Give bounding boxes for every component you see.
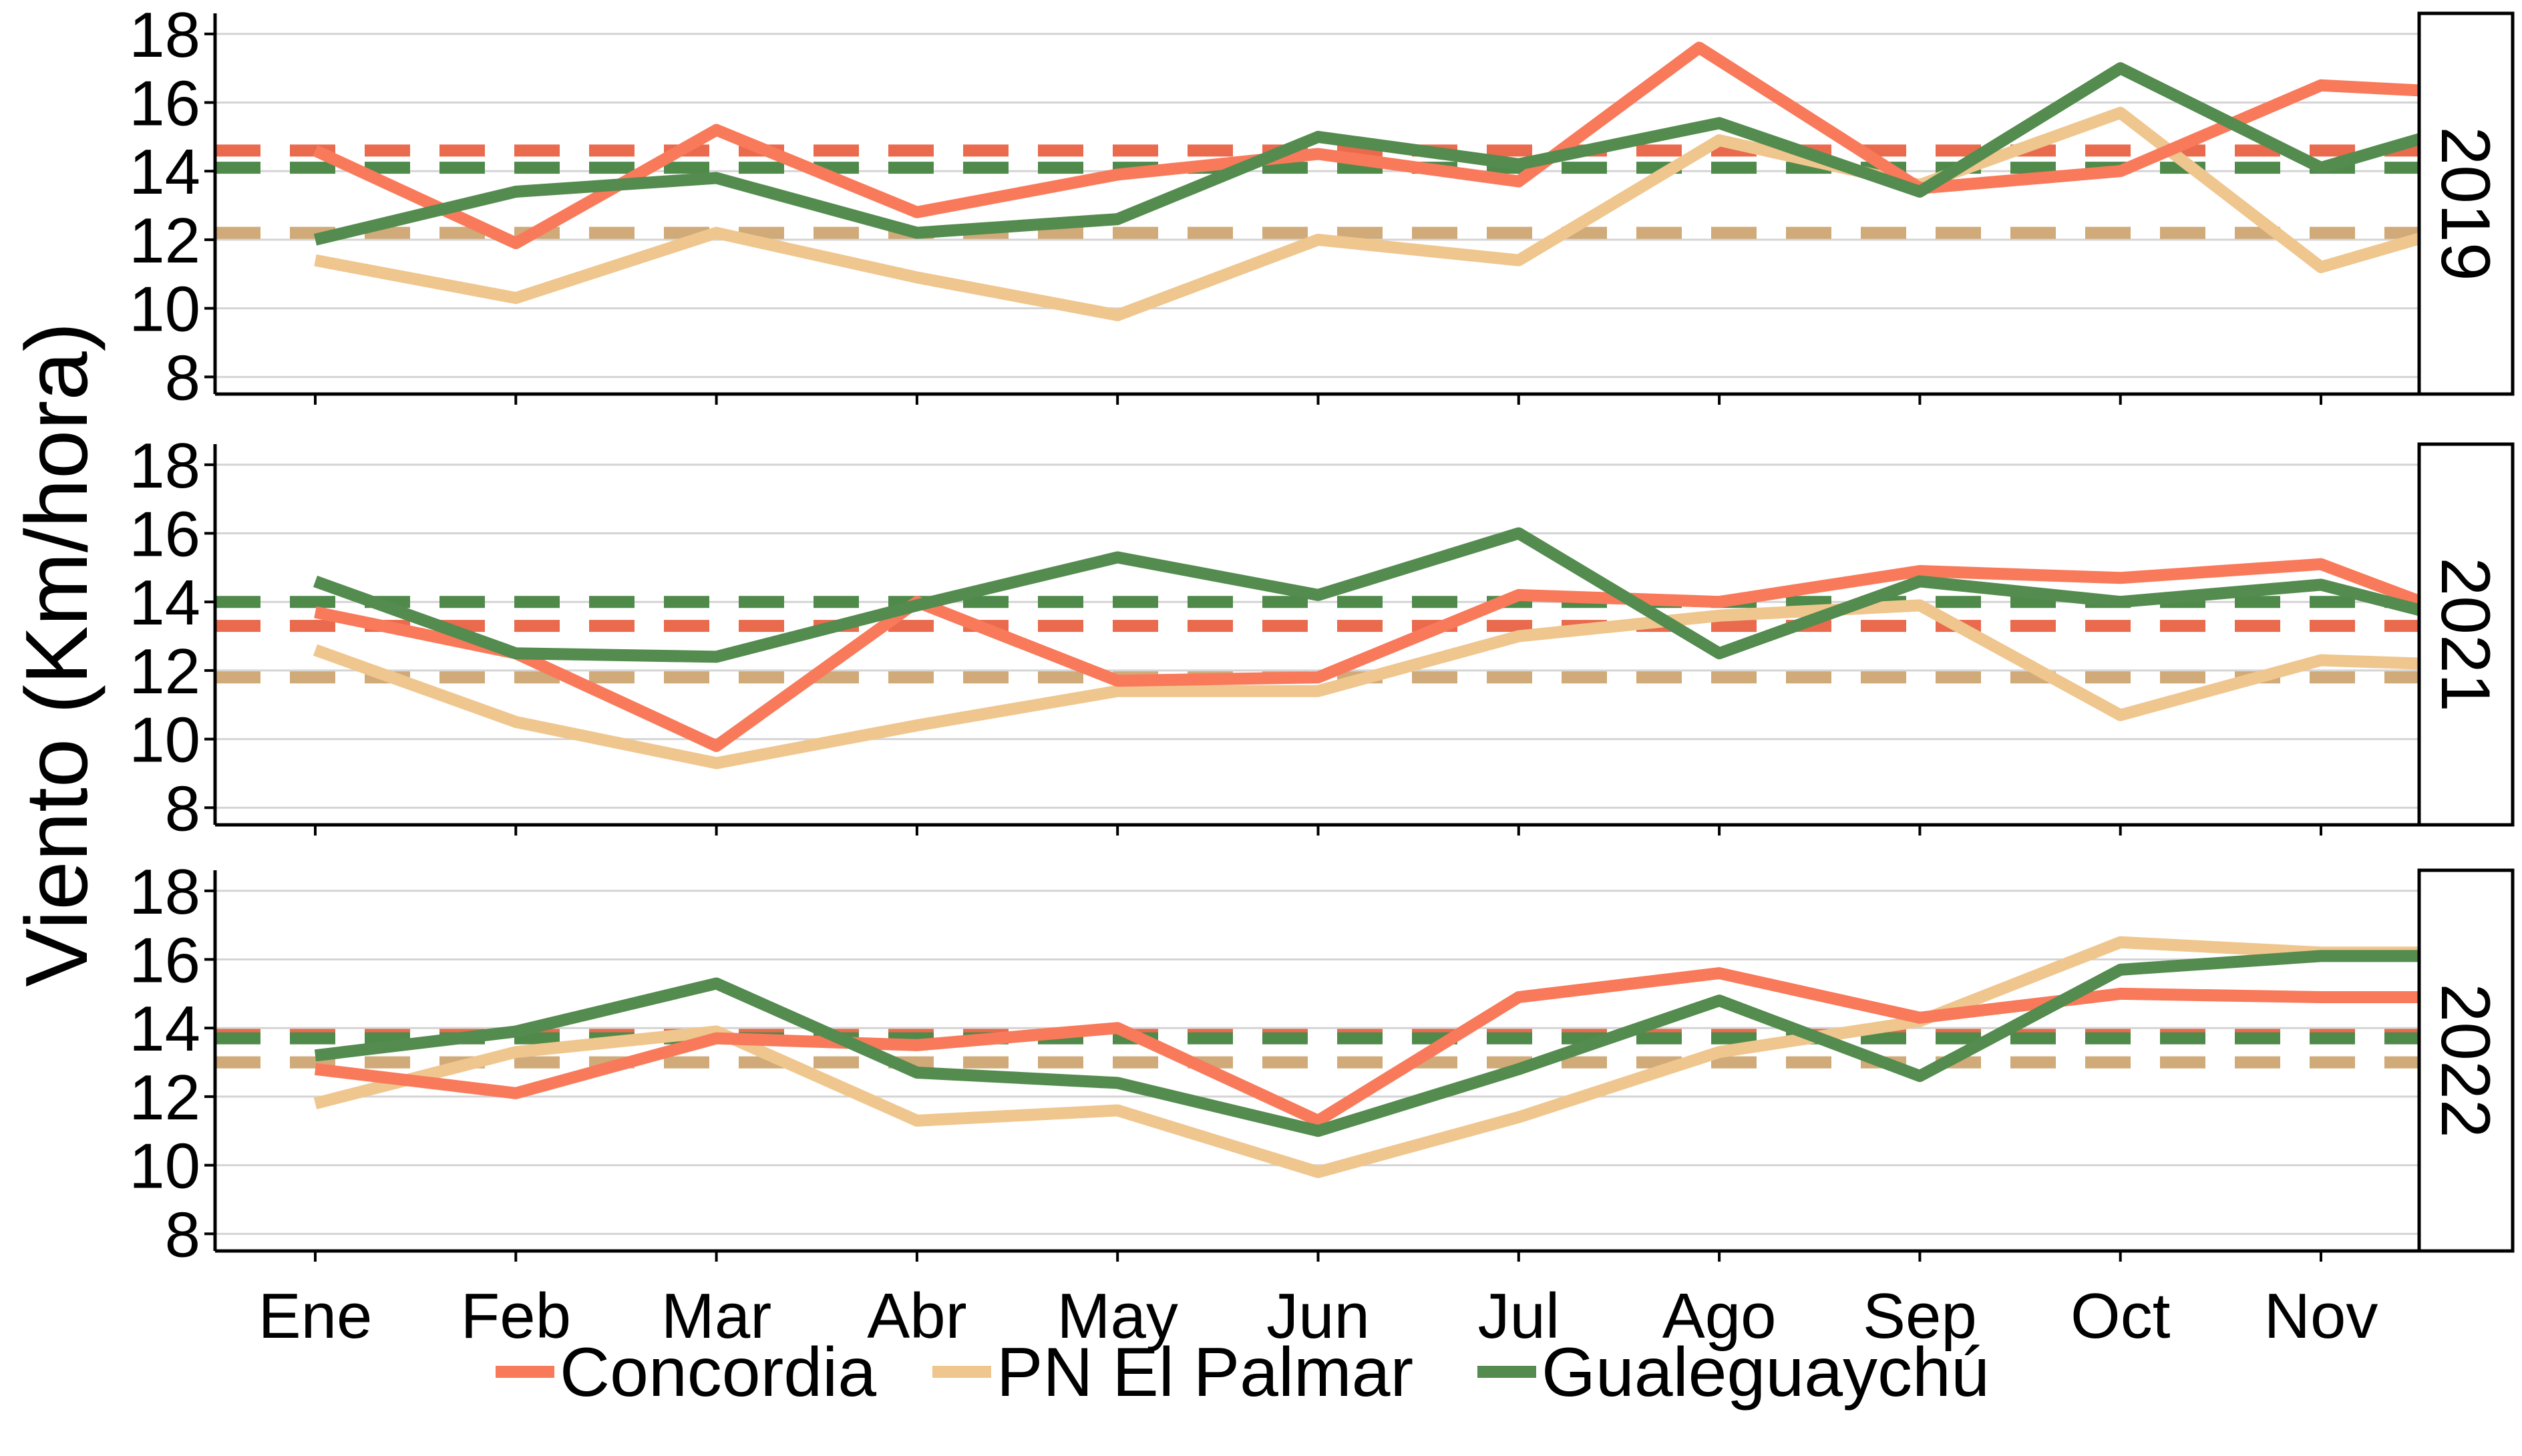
facet-strip — [2417, 11, 2515, 396]
facet-label: 2022 — [2426, 983, 2504, 1137]
y-tick-label: 16 — [129, 68, 200, 140]
x-tick-label: Jun — [1266, 1280, 1370, 1352]
y-tick-label: 8 — [165, 773, 200, 844]
y-tick-label: 16 — [129, 499, 200, 570]
series-line-pn-el-palmar — [313, 936, 2419, 1178]
y-tick-label: 12 — [129, 205, 200, 277]
x-tick-label: May — [1057, 1280, 1178, 1352]
x-axis: Ene Feb Mar Abr May Jun Jul Ago Sep Oct Nov — [258, 1280, 2378, 1352]
facet-label: 2019 — [2426, 126, 2504, 281]
y-tick-label: 10 — [129, 1131, 200, 1202]
y-tick-label: 18 — [129, 430, 200, 502]
series-line-pn-el-palmar — [313, 599, 2419, 769]
legend-label: PN El Palmar — [997, 1334, 1413, 1411]
series-line-gualeguaych — [313, 527, 2419, 663]
facet-label: 2021 — [2426, 557, 2504, 711]
facet-strip — [2417, 442, 2515, 827]
x-tick-label: Sep — [1863, 1280, 1977, 1352]
y-tick-label: 8 — [165, 1199, 200, 1270]
x-tick-label: Ago — [1662, 1280, 1777, 1352]
series-line-gualeguaych — [313, 62, 2419, 246]
y-tick-label: 18 — [129, 0, 200, 71]
series-line-concordia — [313, 41, 2419, 250]
series-lines — [313, 527, 2419, 769]
series-lines — [313, 936, 2419, 1178]
y-tick-label: 16 — [129, 925, 200, 996]
series-line-gualeguaych — [314, 950, 2419, 1137]
y-axis-label: Viento (Km/hora) — [7, 322, 106, 986]
x-tick-label: Jul — [1477, 1280, 1560, 1352]
y-tick-label: 10 — [129, 705, 200, 776]
x-tick-label: Feb — [461, 1280, 571, 1352]
x-tick-label: Ene — [258, 1280, 373, 1352]
y-tick-label: 14 — [129, 993, 200, 1065]
series-lines — [313, 41, 2419, 321]
panels: 8101214161820198101214161820218101214161… — [129, 0, 2515, 1270]
x-tick-label: Abr — [867, 1280, 966, 1352]
series-line-concordia — [314, 558, 2419, 752]
y-tick-label: 12 — [129, 1062, 200, 1133]
y-tick-label: 12 — [129, 636, 200, 707]
facet-strip — [2417, 868, 2515, 1253]
legend-item-pn-el-palmar: PN El Palmar — [932, 1334, 1413, 1411]
x-tick-label: Nov — [2264, 1280, 2378, 1352]
legend-item-concordia: Concordia — [496, 1334, 876, 1411]
legend-item-gualeguaych: Gualeguaychú — [1477, 1334, 1990, 1411]
x-tick-label: Oct — [2070, 1280, 2170, 1352]
legend-label: Concordia — [560, 1334, 876, 1411]
y-tick-label: 14 — [129, 136, 200, 208]
y-tick-label: 10 — [129, 274, 200, 345]
series-line-pn-el-palmar — [314, 106, 2419, 321]
x-tick-label: Mar — [661, 1280, 771, 1352]
y-tick-label: 18 — [129, 856, 200, 928]
series-line-concordia — [314, 967, 2419, 1127]
y-tick-label: 14 — [129, 567, 200, 639]
y-tick-label: 8 — [165, 342, 200, 413]
legend-label: Gualeguaychú — [1542, 1334, 1990, 1411]
legend: Concordia PN El Palmar Gualeguaychú — [496, 1334, 1990, 1411]
